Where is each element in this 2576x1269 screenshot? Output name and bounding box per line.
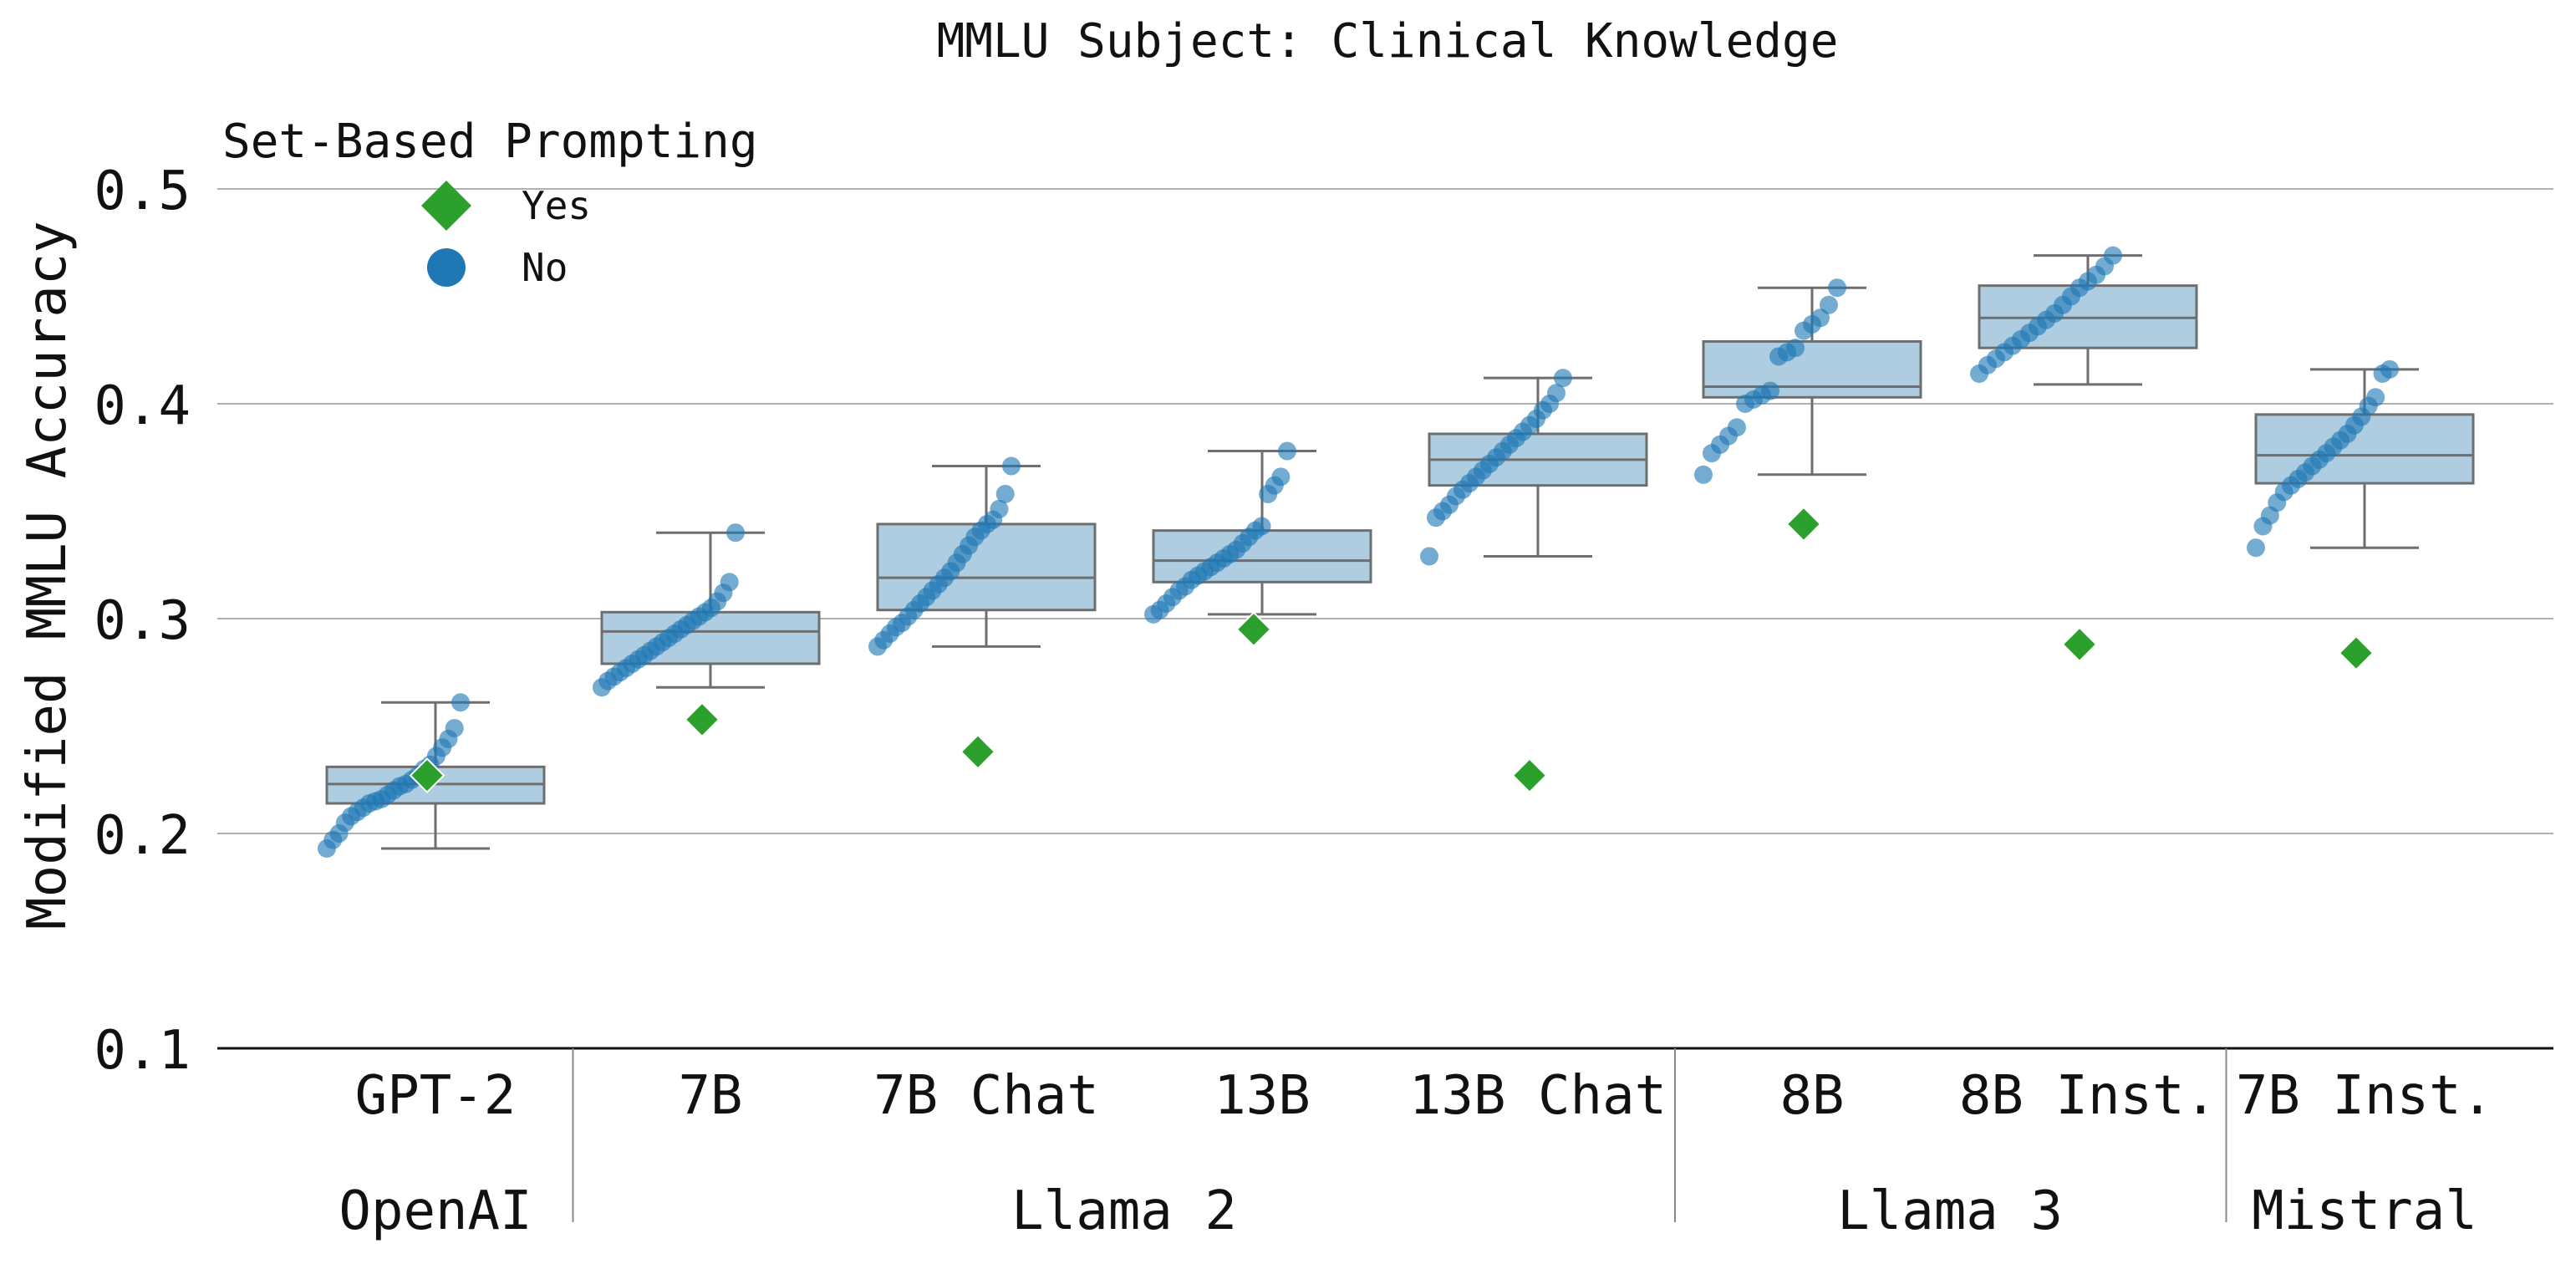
no-points bbox=[318, 246, 2399, 858]
x-tick-label: 8B Inst. bbox=[1959, 1065, 2217, 1127]
no-point bbox=[2104, 246, 2122, 265]
box-plot-7b-inst- bbox=[2254, 368, 2475, 549]
y-tick-labels: 0.1 0.2 0.3 0.4 0.5 bbox=[94, 161, 191, 1082]
no-point bbox=[2247, 538, 2265, 558]
no-point bbox=[1786, 339, 1805, 358]
yes-point bbox=[2061, 626, 2098, 663]
x-tick-label: 7B Chat bbox=[873, 1065, 1099, 1127]
box-plot-8b bbox=[1702, 286, 1922, 477]
yes-points bbox=[409, 506, 2375, 794]
yes-point bbox=[960, 733, 996, 770]
no-point bbox=[990, 499, 1009, 518]
no-point bbox=[1820, 295, 1838, 314]
y-tick-label: 0.1 bbox=[94, 1020, 191, 1082]
no-point bbox=[1278, 441, 1296, 461]
x-tick-label: 8B bbox=[1779, 1065, 1844, 1127]
no-point bbox=[720, 573, 739, 592]
no-point bbox=[726, 523, 745, 543]
no-point bbox=[1271, 467, 1291, 487]
box-iqr bbox=[2254, 413, 2475, 485]
legend: Set-Based Prompting Yes No bbox=[222, 115, 758, 290]
chart-title: MMLU Subject: Clinical Knowledge bbox=[937, 14, 1839, 69]
legend-no-marker bbox=[427, 248, 466, 287]
no-point bbox=[1420, 547, 1438, 566]
yes-point bbox=[1235, 611, 1272, 648]
group-labels: OpenAI Llama 2 Llama 3 Mistral bbox=[339, 1048, 2477, 1242]
no-point bbox=[1694, 465, 1713, 484]
no-point bbox=[1547, 384, 1565, 403]
y-tick-label: 0.5 bbox=[94, 161, 191, 222]
no-point bbox=[1554, 369, 1572, 388]
no-point bbox=[1002, 456, 1021, 476]
box-plot-13b-chat bbox=[1428, 376, 1648, 558]
y-axis-label: Modified MMLU Accuracy bbox=[17, 221, 79, 930]
legend-yes-marker bbox=[421, 181, 471, 231]
group-label: Mistral bbox=[2252, 1180, 2477, 1242]
yes-point bbox=[684, 701, 720, 738]
y-tick-label: 0.4 bbox=[94, 375, 191, 437]
group-label: Llama 2 bbox=[1011, 1180, 1237, 1242]
x-tick-label: 13B bbox=[1214, 1065, 1311, 1127]
yes-point bbox=[409, 757, 445, 794]
no-point bbox=[1828, 278, 1846, 298]
legend-yes-label: Yes bbox=[522, 183, 591, 228]
x-tick-label: 13B Chat bbox=[1409, 1065, 1667, 1127]
no-point bbox=[995, 484, 1015, 503]
group-label: OpenAI bbox=[339, 1180, 532, 1242]
legend-title: Set-Based Prompting bbox=[222, 115, 758, 169]
no-point bbox=[2366, 388, 2385, 407]
y-tick-label: 0.3 bbox=[94, 590, 191, 652]
no-point bbox=[2380, 359, 2399, 379]
yes-point bbox=[2338, 634, 2375, 671]
no-point bbox=[445, 719, 464, 738]
x-tick-label: GPT-2 bbox=[355, 1065, 517, 1127]
yes-point bbox=[1511, 757, 1548, 794]
box-iqr bbox=[1702, 339, 1922, 399]
box-plots bbox=[325, 254, 2475, 850]
legend-no-label: No bbox=[522, 245, 568, 290]
no-point bbox=[1728, 418, 1746, 437]
no-point bbox=[451, 693, 470, 712]
yes-point bbox=[1785, 506, 1822, 543]
x-tick-labels: GPT-2 7B 7B Chat 13B 13B Chat 8B 8B Inst. 7B In… bbox=[355, 1065, 2493, 1127]
x-tick-label: 7B Inst. bbox=[2236, 1065, 2493, 1127]
y-tick-label: 0.2 bbox=[94, 805, 191, 867]
group-label: Llama 3 bbox=[1837, 1180, 2063, 1242]
no-point bbox=[1252, 517, 1271, 536]
no-point bbox=[1761, 381, 1779, 400]
x-tick-label: 7B bbox=[678, 1065, 742, 1127]
